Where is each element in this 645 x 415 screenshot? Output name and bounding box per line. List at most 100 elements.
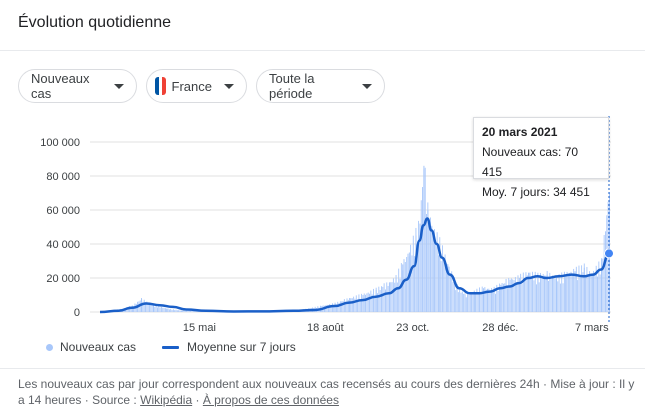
bar (495, 293, 496, 312)
bar (355, 295, 357, 312)
bar (422, 187, 424, 312)
bar (377, 293, 378, 312)
country-dropdown[interactable]: France (146, 69, 247, 103)
bar (382, 286, 384, 312)
bar (559, 283, 561, 312)
bar (359, 299, 361, 312)
bar (469, 292, 471, 312)
bar (441, 245, 443, 312)
bar (536, 284, 537, 312)
footer-description: Les nouveaux cas par jour correspondent … (18, 377, 540, 391)
bar (428, 222, 430, 312)
bar (363, 293, 365, 312)
bar (343, 299, 345, 312)
bar (142, 301, 144, 312)
bar (464, 295, 466, 312)
bar (156, 307, 158, 312)
bar (404, 261, 406, 312)
bar (472, 292, 474, 312)
bar (447, 264, 449, 312)
bar (563, 271, 565, 312)
bar (575, 266, 577, 312)
bar (594, 275, 596, 312)
bar (375, 289, 377, 312)
bar (455, 290, 457, 312)
bar (335, 304, 337, 312)
bar (521, 284, 523, 312)
bar (502, 283, 504, 312)
bar (549, 272, 551, 312)
bar (573, 268, 575, 312)
bar (491, 288, 492, 312)
bar (526, 275, 528, 312)
bar (361, 293, 363, 312)
bar (182, 310, 184, 312)
chart-tooltip: 20 mars 2021 Nouveaux cas: 70 415 Moy. 7… (473, 117, 609, 199)
bar (362, 295, 364, 312)
tooltip-average: Moy. 7 jours: 34 451 (482, 185, 590, 199)
source-link[interactable]: Wikipédia (140, 393, 193, 407)
bar (392, 278, 394, 312)
bar (590, 273, 592, 312)
bar (347, 299, 349, 312)
bar (349, 298, 351, 312)
footer-separator: · (84, 393, 89, 407)
bar (540, 272, 541, 312)
bar (358, 294, 360, 312)
metric-dropdown[interactable]: Nouveaux cas (18, 69, 137, 103)
divider (0, 368, 645, 369)
bar (506, 286, 508, 312)
bar (159, 307, 161, 312)
bar (445, 263, 447, 312)
bar (566, 271, 568, 312)
bar (190, 310, 192, 312)
bar (420, 200, 422, 312)
bar (508, 278, 510, 312)
bar (153, 305, 155, 312)
bar (498, 283, 500, 312)
bar (606, 215, 608, 312)
about-data-link[interactable]: À propos de ces données (202, 393, 339, 407)
bar (414, 256, 416, 312)
period-dropdown[interactable]: Toute la période (256, 69, 385, 103)
footer-source-label: Source : (92, 393, 137, 407)
bar (150, 303, 152, 312)
bar (370, 290, 372, 312)
bar (533, 280, 535, 312)
bar (192, 310, 194, 312)
bar (586, 266, 588, 312)
bar (595, 265, 597, 312)
bar (605, 231, 606, 312)
bar (146, 301, 148, 312)
bar (477, 294, 479, 312)
bar (151, 305, 153, 312)
bar (407, 253, 409, 312)
bar (579, 276, 581, 312)
bar (599, 274, 601, 312)
bar (155, 305, 157, 312)
bar (512, 279, 514, 312)
bar (488, 288, 490, 312)
bar (196, 311, 198, 312)
x-tick-label: 23 oct. (396, 322, 429, 334)
bar (341, 301, 343, 312)
average-line (99, 217, 610, 314)
bar (534, 271, 536, 312)
y-tick-label: 60 000 (46, 205, 80, 217)
bar (456, 286, 458, 312)
bar (430, 217, 431, 312)
bar (475, 293, 477, 312)
bar (509, 279, 511, 312)
bar (131, 306, 133, 312)
bar (538, 282, 540, 312)
bar (427, 210, 429, 312)
cases-chart[interactable]: 0 20 000 40 000 60 000 80 000 100 000 15 mai 18… (0, 110, 645, 338)
bar (383, 283, 385, 312)
bar (179, 310, 181, 312)
bar (346, 298, 348, 312)
bar (164, 308, 166, 312)
france-flag-icon (155, 77, 166, 95)
footer-update-time: Mise à jour : Il y a 14 heures (18, 377, 635, 407)
bar (391, 282, 393, 312)
bar (143, 299, 145, 312)
